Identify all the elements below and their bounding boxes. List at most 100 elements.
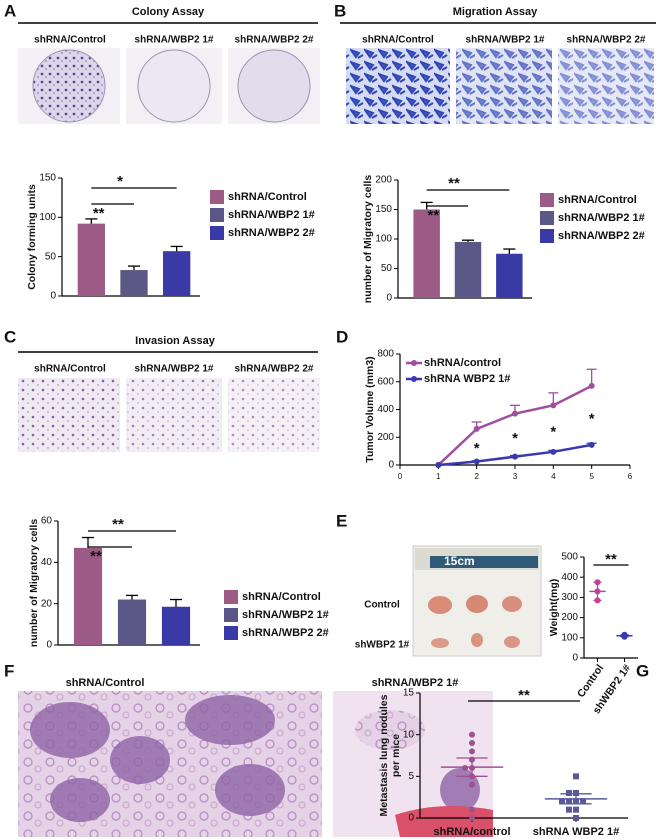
point: [512, 453, 518, 460]
image-label: shRNA/WBP2 1#: [466, 35, 545, 46]
y-tick-label: 60: [41, 516, 53, 527]
legend-swatch: [224, 590, 238, 604]
significance: *: [117, 173, 123, 190]
y-axis-label: Weight(mg): [548, 579, 560, 637]
panel-label: F: [4, 661, 14, 680]
legend-label: shRNA/WBP2 2#: [242, 627, 329, 639]
panel-title: Invasion Assay: [135, 335, 216, 347]
significance: **: [605, 551, 617, 568]
panel-label: C: [4, 327, 16, 346]
bar: [413, 209, 440, 298]
legend-swatch: [210, 208, 224, 222]
point: [435, 462, 442, 468]
point: [462, 765, 468, 771]
legend-marker: [411, 376, 417, 382]
point: [469, 731, 475, 738]
image-label: shRNA/Control: [362, 35, 434, 46]
image-label: shRNA/WBP2 2#: [235, 35, 314, 46]
invasion-images: [18, 378, 320, 452]
legend-label: shRNA/WBP2 1#: [242, 609, 329, 621]
legend-label: shRNA/Control: [558, 194, 637, 206]
point: [469, 781, 475, 788]
significance: **: [518, 687, 530, 704]
y-tick-label: 0: [50, 291, 56, 302]
y-tick-label: 5: [408, 771, 414, 782]
image-label: shRNA/WBP2 1#: [135, 35, 214, 46]
x-tick-label: 2: [474, 472, 479, 481]
legend-label: shRNA/Control: [228, 191, 307, 203]
point: [512, 410, 518, 417]
significance: **: [427, 207, 439, 224]
panel-label: A: [4, 1, 16, 20]
x-tick-label: 4: [551, 472, 556, 481]
y-tick-label: 200: [561, 612, 578, 623]
point: [550, 448, 557, 455]
image-label: shRNA/WBP2 1#: [372, 677, 459, 689]
y-tick-label: 20: [41, 598, 53, 609]
image-label: shRNA/Control: [34, 35, 106, 46]
point: [469, 748, 475, 755]
y-axis-label: Colony forming units: [26, 184, 38, 290]
panel-label: D: [336, 327, 348, 346]
y-tick-label: 600: [377, 376, 394, 387]
panel-title: Migration Assay: [453, 6, 538, 18]
y-tick-label: 150: [375, 204, 392, 215]
y-tick-label: 50: [45, 251, 57, 262]
legend-label: shRNA WBP2 1#: [424, 373, 510, 385]
y-tick-label: 400: [377, 404, 394, 415]
legend-label: shRNA/WBP2 1#: [558, 212, 645, 224]
y-tick-label: 400: [561, 572, 578, 583]
legend-swatch: [210, 190, 224, 204]
significance: *: [474, 440, 480, 457]
bar: [163, 251, 191, 296]
point: [566, 790, 572, 796]
x-tick-label: 0: [398, 472, 403, 481]
point: [573, 773, 579, 780]
y-tick-label: 0: [46, 640, 52, 651]
y-tick-label: 200: [377, 432, 394, 443]
point: [469, 740, 475, 746]
legend-label: shRNA/control: [424, 357, 501, 369]
y-tick-label: 0: [408, 813, 414, 824]
legend-swatch: [540, 229, 554, 243]
x-tick-label: shRNA WBP2 1#: [533, 826, 619, 838]
y-tick-label: 15: [403, 688, 415, 699]
point: [566, 806, 572, 813]
point: [588, 382, 595, 389]
point: [550, 402, 557, 409]
point: [469, 815, 475, 821]
bar: [73, 547, 103, 645]
y-tick-label: 300: [561, 592, 578, 603]
significance: *: [512, 430, 518, 447]
y-tick-label: 200: [375, 175, 392, 186]
row-label: Control: [364, 600, 400, 611]
legend-label: shRNA/WBP2 2#: [558, 230, 645, 242]
legend-label: shRNA/WBP2 1#: [228, 209, 315, 221]
image-label: shRNA/Control: [66, 677, 145, 689]
y-tick-label: 0: [388, 460, 394, 471]
bar: [117, 599, 147, 645]
y-tick-label: 40: [41, 557, 53, 568]
y-tick-label: 150: [39, 173, 56, 184]
lung-images: [18, 691, 493, 837]
y-axis-label: Metastasis lung nodules: [378, 694, 390, 816]
point: [588, 441, 595, 448]
point: [559, 798, 565, 805]
legend-swatch: [210, 226, 224, 240]
x-tick-label: 6: [628, 472, 633, 481]
y-tick-label: 100: [39, 212, 56, 223]
legend-marker: [411, 360, 417, 366]
y-axis-label: Tumor Volume (mm3): [364, 356, 376, 462]
y-tick-label: 10: [403, 729, 415, 740]
tumor-photo: [412, 545, 542, 657]
x-tick-label: shRNA/control: [434, 826, 511, 838]
x-tick-label: 3: [513, 472, 518, 481]
panel-label: G: [636, 661, 649, 680]
point: [580, 798, 586, 805]
significance: **: [112, 516, 124, 533]
panel-label: B: [334, 1, 346, 20]
significance: **: [90, 548, 102, 565]
row-label: shWBP2 1#: [355, 640, 410, 651]
significance: *: [589, 410, 595, 427]
